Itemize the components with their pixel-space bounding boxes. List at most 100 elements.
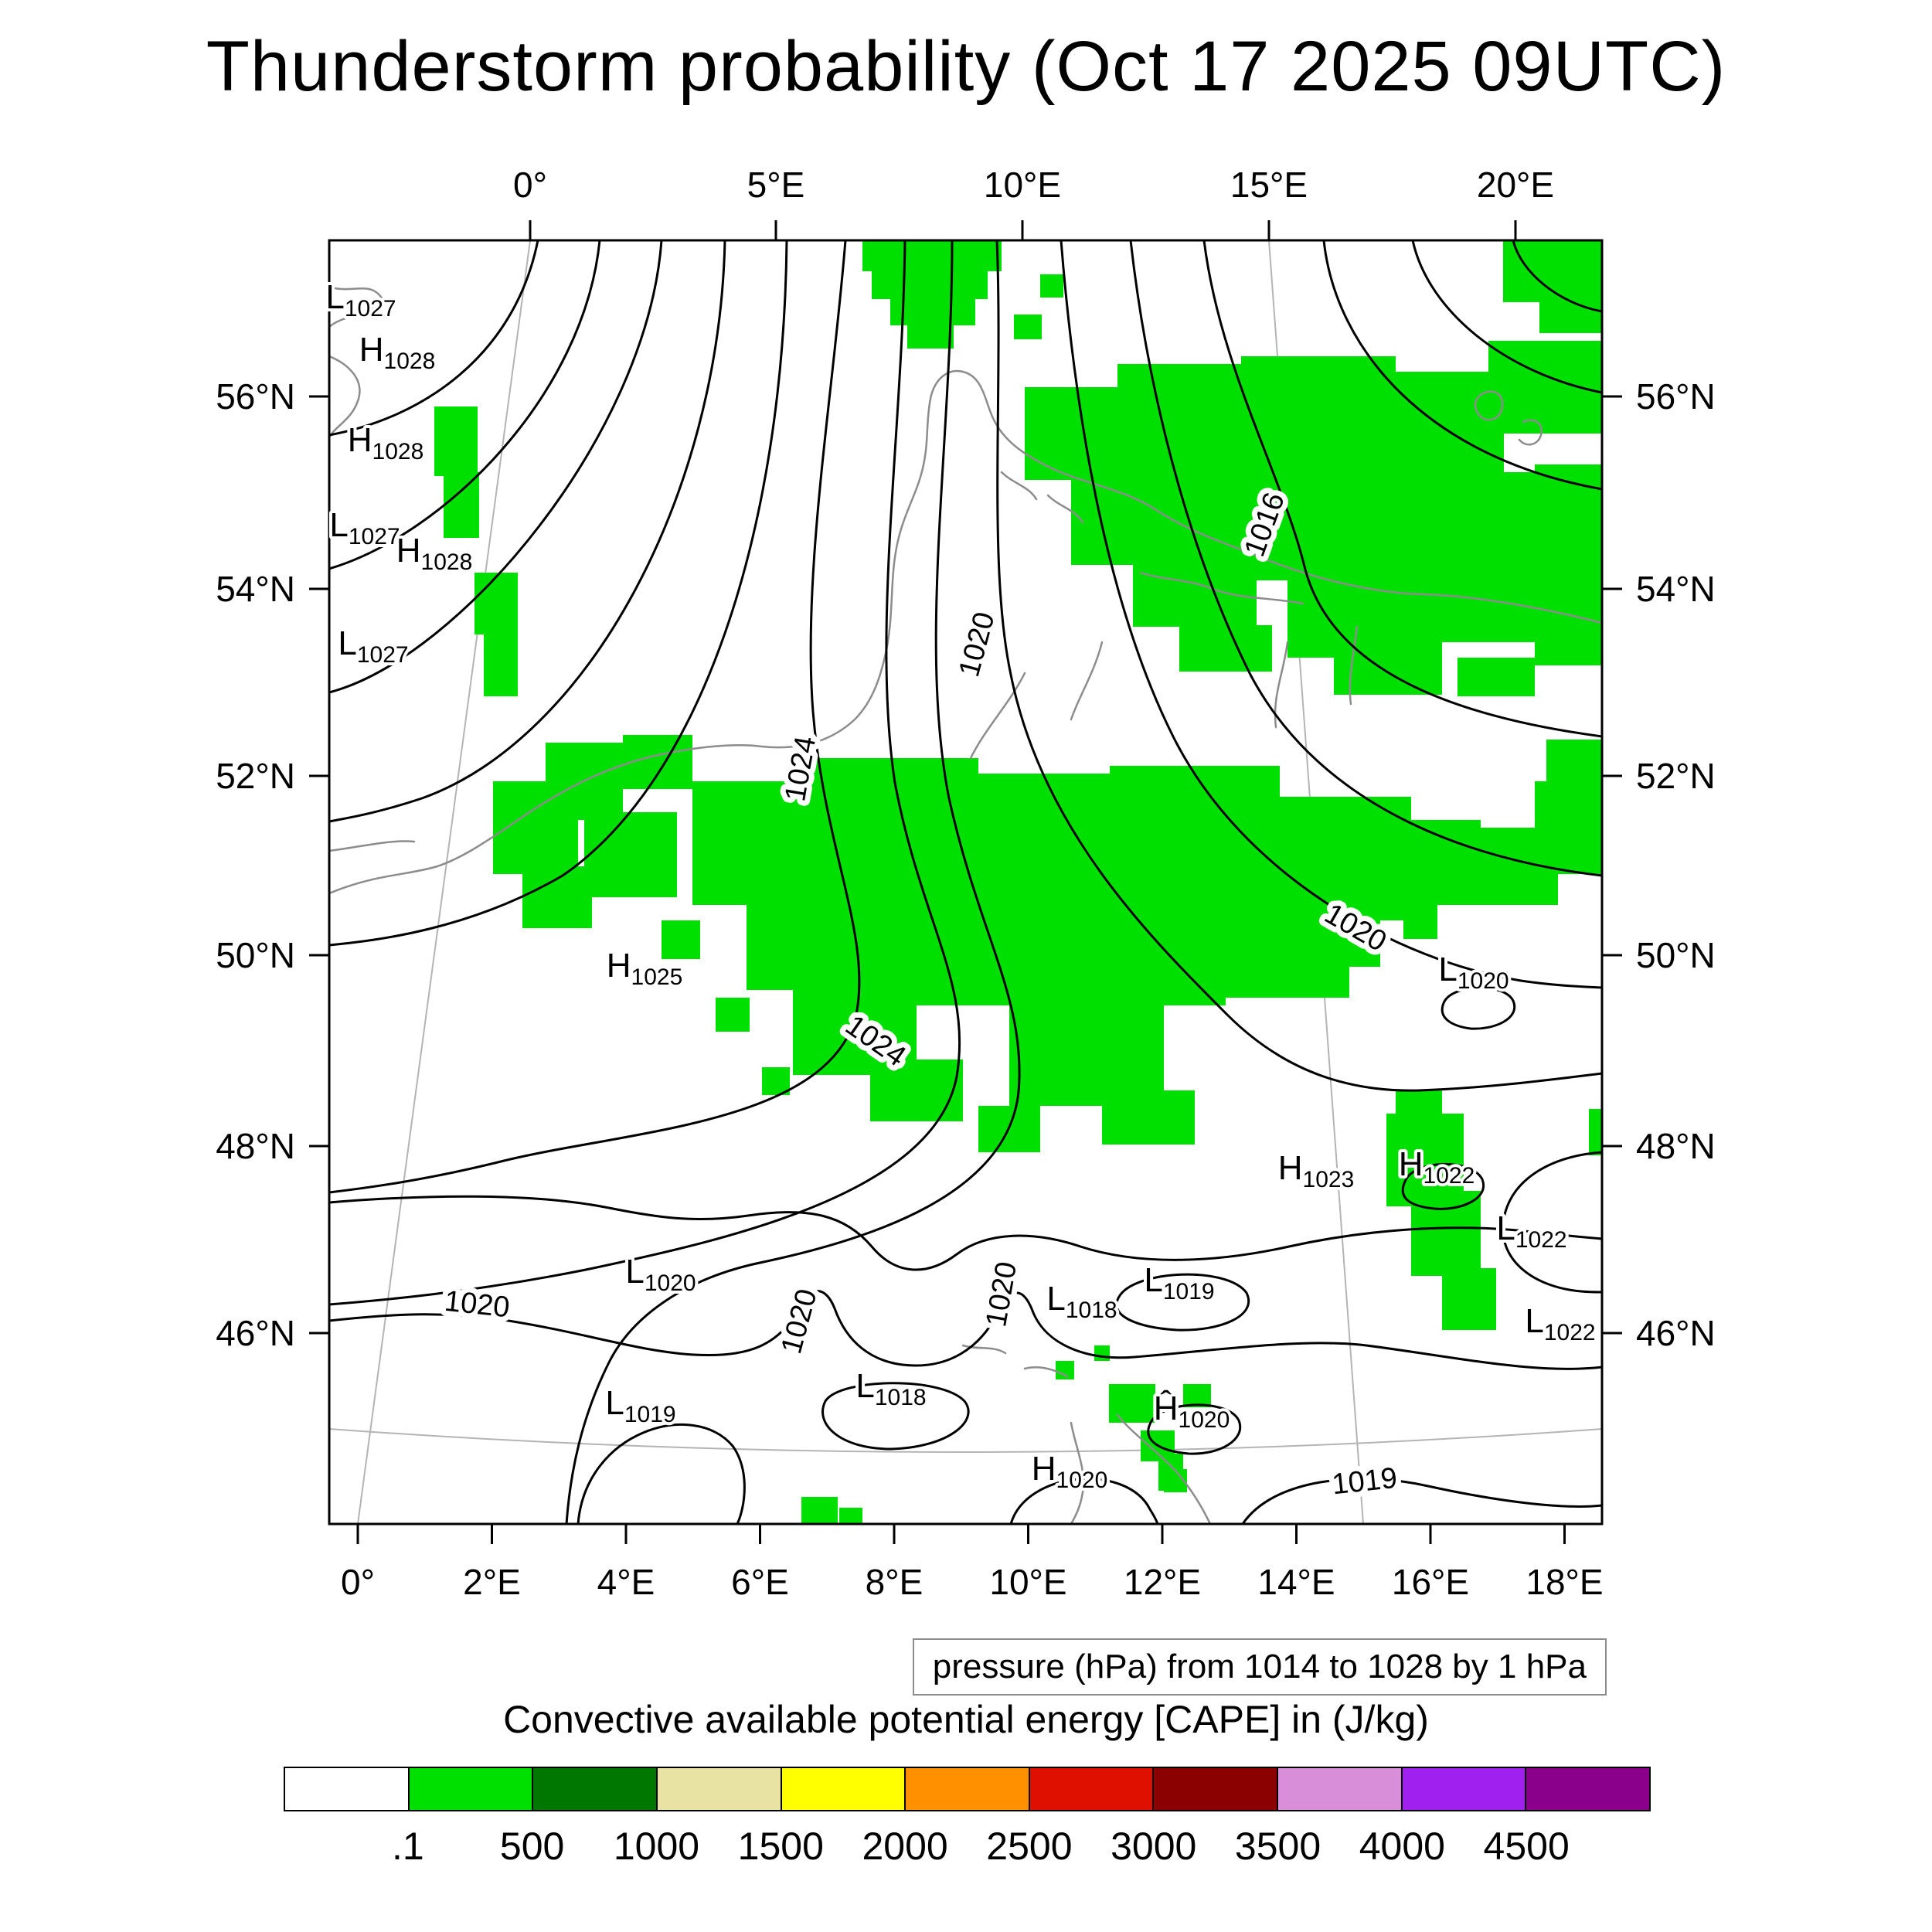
cape-shaded-cell [662, 920, 700, 959]
colorbar-cell [1525, 1767, 1651, 1811]
isobar-line [1009, 1478, 1159, 1524]
isobar-line [1512, 240, 1602, 313]
graticule-line [329, 1428, 1602, 1453]
cape-shaded-cell [747, 889, 901, 990]
colorbar-cell [1277, 1767, 1403, 1811]
isobar-line [1147, 1403, 1242, 1455]
map-frame [328, 239, 1604, 1526]
cape-shaded-cell [444, 472, 479, 538]
cape-shaded-cell [1535, 781, 1602, 874]
cape-shaded-cell [872, 271, 988, 299]
bottom-axis-label: 2°E [463, 1562, 521, 1602]
isobar-line [329, 1290, 1602, 1370]
cape-shaded-cell [1133, 557, 1257, 627]
top-axis-label: 0° [513, 165, 547, 205]
isobar-line [329, 1195, 1602, 1271]
cape-shaded-cell [1071, 472, 1241, 565]
coastline-path [505, 369, 1602, 829]
colorbar-cell [655, 1767, 782, 1811]
pressure-caption: pressure (hPa) from 1014 to 1028 by 1 hP… [912, 1638, 1607, 1696]
cape-shaded-cell [1226, 472, 1427, 580]
colorbar-cell [1400, 1767, 1527, 1811]
cape-shaded-cell [1589, 1109, 1602, 1155]
isobar-line [329, 240, 539, 437]
cape-shaded-cell [1102, 1090, 1195, 1145]
pressure-center-label: L1022 [1496, 1209, 1566, 1253]
isobar-line [329, 240, 861, 1194]
coastline-path [1000, 471, 1084, 524]
cape-shaded-cell [1009, 998, 1164, 1106]
bottom-axis-label: 8°E [866, 1562, 923, 1602]
pressure-center-label: L1018 [1046, 1280, 1117, 1323]
bottom-axis-label: 4°E [597, 1562, 655, 1602]
isobar-value-label: 1020 [980, 1260, 1023, 1330]
left-axis-label: 50°N [216, 935, 295, 975]
colorbar-tick-label: 500 [499, 1825, 565, 1868]
coastline-path [1139, 571, 1304, 605]
bottom-axis-label: 0° [341, 1562, 375, 1602]
cape-shaded-cell [808, 758, 978, 905]
cape-shaded-cell [1458, 658, 1535, 696]
pressure-center-label: L1027 [338, 624, 408, 668]
top-axis-label: 5°E [747, 165, 805, 205]
right-axis-label: 56°N [1636, 376, 1716, 417]
isobar-line [1440, 986, 1516, 1030]
weather-map: 0° 5°E 10°E 15°E 20°E 0° 2°E 4°E 6°E 8°E 10°E 12°E 1… [216, 165, 1716, 1602]
cape-shaded-cell [584, 812, 677, 897]
cape-shaded-cell [1503, 240, 1602, 302]
cape-shaded-cell [907, 325, 954, 349]
left-axis-label: 56°N [216, 376, 295, 417]
cape-shaded-cell [1109, 1384, 1155, 1423]
isobar-line [1401, 1163, 1485, 1210]
colorbar-cell [904, 1767, 1030, 1811]
right-axis-label: 50°N [1636, 935, 1716, 975]
cape-shaded-cell [1411, 472, 1550, 573]
isobar-line [1502, 1151, 1602, 1294]
top-axis-label: 20°E [1477, 165, 1554, 205]
cape-shaded-cell [1396, 1090, 1442, 1121]
cape-shaded-cell [1403, 905, 1437, 939]
pressure-center-label: H1028 [359, 331, 436, 374]
cape-shaded-cell [870, 1060, 963, 1121]
cape-shaded-cell [1210, 913, 1349, 998]
cape-shaded-cell [1334, 920, 1380, 967]
isobar-line [1411, 240, 1602, 394]
isobar-line [1241, 1478, 1602, 1524]
bottom-axis-label: 14°E [1257, 1562, 1335, 1602]
isobar-value-label: 1020 [443, 1285, 511, 1325]
cape-shaded-cell [1056, 905, 1226, 1005]
colorbar-tick-label: 4000 [1359, 1825, 1445, 1868]
pressure-center-label: H1023 [1278, 1149, 1355, 1192]
cape-shaded-cell [1539, 302, 1602, 333]
isobar-line [577, 1423, 746, 1524]
pressure-center-label: Ĥ1020 [1154, 1389, 1230, 1433]
cape-shaded-cell [762, 1067, 790, 1095]
top-axis-label: 10°E [984, 165, 1061, 205]
cape-shaded-cell [1241, 356, 1396, 480]
isobar-line [329, 240, 961, 1306]
cape-shaded-cell [1094, 1345, 1110, 1361]
pressure-center-label: H1025 [607, 947, 683, 990]
coastline-path [329, 355, 361, 439]
cape-shaded-cell [1535, 580, 1602, 665]
colorbar-tick-label: 3000 [1111, 1825, 1197, 1868]
cape-shaded-cell [716, 998, 750, 1032]
cape-shaded-cell [484, 631, 518, 696]
isobar-line [329, 240, 663, 694]
cape-shaded-cell [839, 1508, 862, 1524]
right-axis-label: 48°N [1636, 1126, 1716, 1166]
right-axis-label: 52°N [1636, 756, 1716, 796]
cape-shaded-cell [522, 866, 592, 928]
colorbar-tick-label: 1500 [737, 1825, 824, 1868]
isobar-line [565, 240, 1021, 1524]
isobar-line [821, 1382, 970, 1451]
cape-shaded-cell [955, 774, 1133, 905]
pressure-caption-text: pressure (hPa) from 1014 to 1028 by 1 hP… [932, 1648, 1587, 1685]
bottom-axis-label: 10°E [989, 1562, 1066, 1602]
colorbar-cell [1152, 1767, 1279, 1811]
axis-ticks-and-labels: 0° 5°E 10°E 15°E 20°E 0° 2°E 4°E 6°E 8°E 10°E 12°E 1… [216, 165, 1716, 1602]
cape-shaded-cell [1183, 1384, 1211, 1407]
bottom-axis-label: 18°E [1526, 1562, 1603, 1602]
cape-shaded-cell [1110, 766, 1280, 920]
coastline-path [329, 285, 385, 328]
